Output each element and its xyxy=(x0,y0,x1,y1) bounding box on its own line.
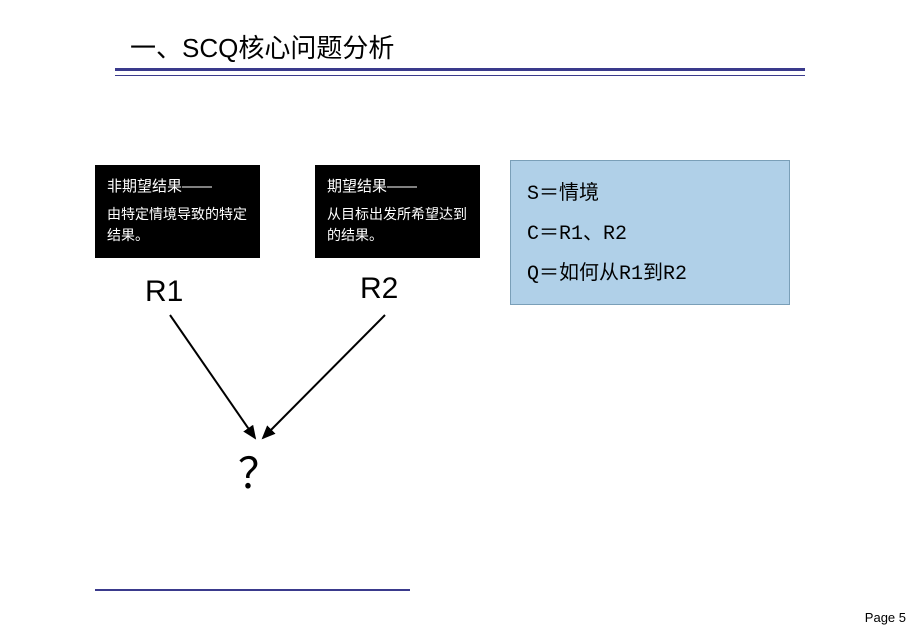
arrow-r2 xyxy=(263,315,385,438)
legend-s: S＝情境 xyxy=(527,175,773,215)
box-desired-result: 期望结果—— 从目标出发所希望达到的结果。 xyxy=(315,165,480,258)
question-mark: ？ xyxy=(238,440,280,501)
page-number: Page 5 xyxy=(865,610,906,625)
legend-c: C＝R1、R2 xyxy=(527,215,773,255)
box-right-title: 期望结果—— xyxy=(327,175,468,196)
title-underline-thick xyxy=(115,68,805,71)
slide-title: 一、SCQ核心问题分析 xyxy=(130,28,394,65)
box-right-desc: 从目标出发所希望达到的结果。 xyxy=(327,204,468,246)
legend-box: S＝情境 C＝R1、R2 Q＝如何从R1到R2 xyxy=(510,160,790,305)
title-underline-thin xyxy=(115,75,805,76)
legend-q: Q＝如何从R1到R2 xyxy=(527,255,773,295)
footer-line xyxy=(95,589,410,591)
box-left-title: 非期望结果—— xyxy=(107,175,248,196)
box-undesired-result: 非期望结果—— 由特定情境导致的特定结果。 xyxy=(95,165,260,258)
box-left-desc: 由特定情境导致的特定结果。 xyxy=(107,204,248,246)
convergence-arrows xyxy=(95,310,455,455)
arrow-r1 xyxy=(170,315,255,438)
label-r1: R1 xyxy=(145,275,183,309)
label-r2: R2 xyxy=(360,272,398,306)
